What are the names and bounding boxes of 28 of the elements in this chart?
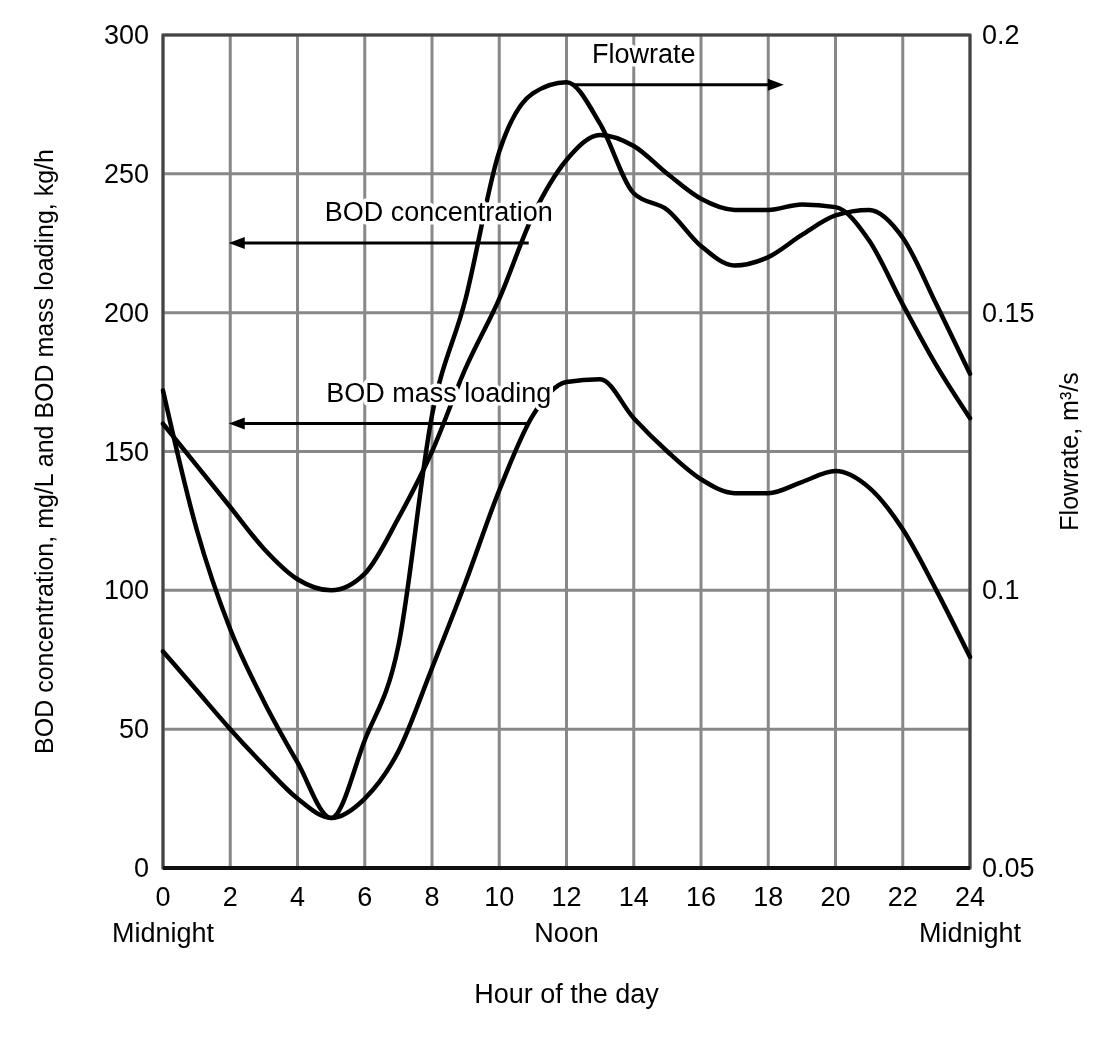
y2-tick-label: 0.15 [982,297,1035,328]
x-tick-label: 4 [289,882,306,912]
x-tick-label: 12 Noon [534,882,599,948]
x-tick-label: 0 Midnight [111,882,215,948]
y-tick-label: 150 [103,436,149,467]
x-tick-label: 6 [357,882,373,912]
x-tick-label: 2 [222,882,238,912]
x-tick-label: 10 [484,882,515,912]
series-label: Flowrate [592,38,696,69]
y-tick-label: 300 [103,20,149,50]
x-tick-label: 16 [685,882,717,912]
x-tick-label: 8 [424,882,440,912]
x-axis-title: Hour of the day [474,979,660,1009]
x-tick-label: 24 Midnight [918,882,1022,948]
y2-axis-title: Flowrate, m³/s [1055,372,1083,531]
y-tick-label: 250 [103,158,149,189]
y-axis-title: BOD concentration, mg/L and BOD mass loading, kg/h [30,149,58,754]
y-tick-label: 50 [118,714,149,745]
x-tick-label: 18 [753,882,784,912]
x-tick-label: 20 [820,882,851,912]
y2-tick-label: 0.05 [982,853,1035,883]
y-tick-label: 200 [103,297,149,328]
y-tick-label: 100 [103,575,149,606]
y-tick-label: 0 [133,853,149,883]
x-tick-label: 14 [618,882,649,912]
y2-tick-label: 0.2 [982,20,1020,50]
y2-tick-label: 0.1 [982,575,1020,606]
x-tick-label: 22 [887,882,918,912]
